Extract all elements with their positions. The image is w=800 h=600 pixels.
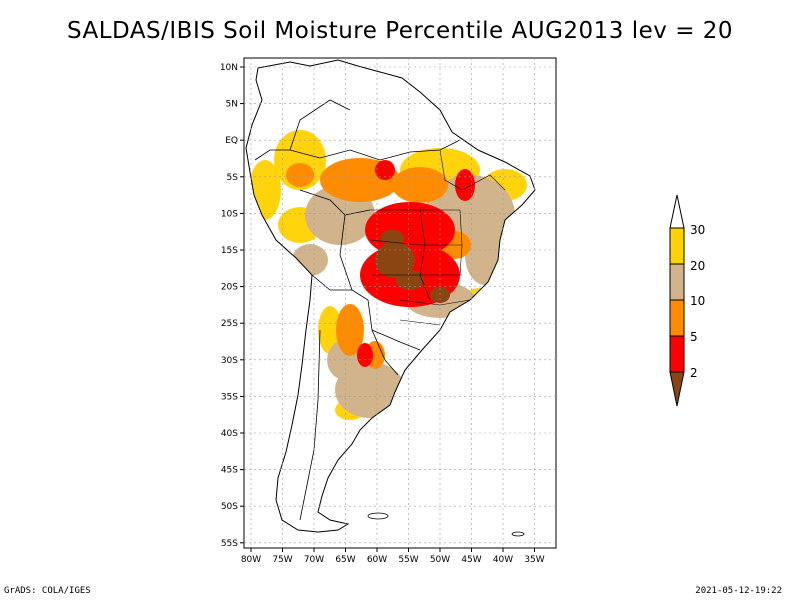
- lon-tick-label: 45W: [461, 555, 481, 565]
- lat-tick-label: 15S: [221, 246, 238, 256]
- colorbar: 30 20 10 5 2: [669, 194, 705, 407]
- lat-tick-label: EQ: [225, 136, 238, 146]
- footer-timestamp: 2021-05-12-19:22: [695, 586, 782, 596]
- gridlines: [244, 58, 556, 548]
- colorbar-swatch-10-20: [669, 263, 685, 301]
- colorbar-label: 2: [690, 366, 698, 380]
- lat-tick-label: 55S: [221, 539, 238, 549]
- lon-tick-label: 65W: [335, 555, 355, 565]
- south-georgia-island: [511, 531, 525, 537]
- lon-tick-label: 35W: [524, 555, 544, 565]
- lat-tick-label: 25S: [221, 319, 238, 329]
- colorbar-swatch-20-30: [669, 227, 685, 265]
- lon-tick-label: 70W: [304, 555, 324, 565]
- lat-tick-label: 35S: [221, 392, 238, 402]
- lon-tick-label: 55W: [398, 555, 418, 565]
- colorbar-arrow-bottom: [669, 371, 685, 407]
- latitude-ticks: 10N 5N EQ 5S 10S 15S 20S 25S 30S 35S 40S 45S 50S 55S: [220, 63, 244, 549]
- colorbar-label: 10: [690, 294, 705, 308]
- colorbar-arrow-top: [669, 194, 685, 229]
- colorbar-label: 20: [690, 259, 705, 273]
- moisture-brown-areas: [375, 230, 450, 303]
- longitude-ticks: 80W 75W 70W 65W 60W 55W 50W 45W 40W 35W: [241, 548, 545, 565]
- lon-tick-label: 40W: [493, 555, 513, 565]
- lat-tick-label: 40S: [221, 429, 238, 439]
- lat-tick-label: 10S: [221, 209, 238, 219]
- lat-tick-label: 10N: [220, 63, 238, 73]
- lat-tick-label: 30S: [221, 356, 238, 366]
- lat-tick-label: 50S: [221, 502, 238, 512]
- lat-tick-label: 5N: [226, 100, 238, 110]
- lat-tick-label: 20S: [221, 283, 238, 293]
- colorbar-swatch-2-5: [669, 335, 685, 373]
- lon-tick-label: 60W: [367, 555, 387, 565]
- map-title: SALDAS/IBIS Soil Moisture Percentile AUG…: [66, 18, 734, 44]
- falkland-islands: [367, 512, 389, 520]
- colorbar-swatch-5-10: [669, 299, 685, 337]
- lon-tick-label: 75W: [272, 555, 292, 565]
- lon-tick-label: 50W: [430, 555, 450, 565]
- colorbar-label: 5: [690, 330, 698, 344]
- colorbar-label: 30: [690, 223, 705, 237]
- soil-moisture-field: [249, 130, 527, 420]
- lat-tick-label: 5S: [227, 173, 239, 183]
- lon-tick-label: 80W: [241, 555, 261, 565]
- lat-tick-label: 45S: [221, 466, 238, 476]
- footer-credit: GrADS: COLA/IGES: [4, 586, 91, 596]
